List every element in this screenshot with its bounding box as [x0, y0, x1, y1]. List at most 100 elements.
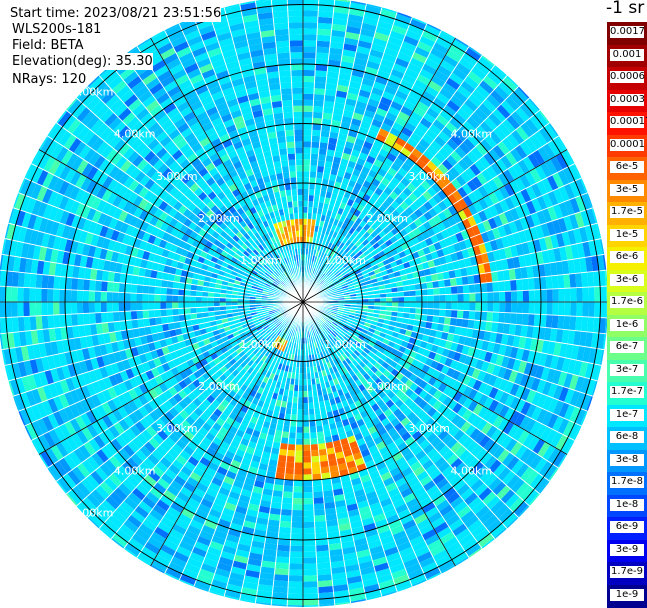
- range-gate-cell: [44, 508, 60, 525]
- range-gate-cell: [314, 503, 325, 510]
- range-gate-cell: [558, 474, 572, 491]
- range-gate-cell: [563, 477, 578, 494]
- range-gate-cell: [10, 430, 23, 448]
- range-gate-cell: [452, 302, 458, 310]
- range-gate-cell: [296, 433, 303, 439]
- range-gate-cell: [528, 278, 535, 291]
- range-gate-cell: [558, 113, 572, 130]
- range-gate-cell: [303, 34, 317, 40]
- range-gate-cell: [309, 420, 316, 427]
- range-gate-cell: [279, 449, 288, 456]
- range-gate-cell: [139, 580, 157, 593]
- range-gate-cell: [592, 189, 603, 206]
- range-gate-cell: [161, 316, 168, 324]
- range-gate-cell: [498, 312, 505, 323]
- range-gate-cell: [510, 313, 517, 325]
- range-gate-cell: [312, 468, 321, 475]
- range-gate-cell: [303, 468, 312, 474]
- range-gate-cell: [303, 28, 317, 34]
- range-gate-cell: [303, 575, 318, 581]
- range-gate-cell: [303, 599, 319, 605]
- range-gate-cell: [410, 296, 416, 302]
- range-gate-cell: [518, 529, 534, 545]
- range-gate-cell: [457, 285, 464, 294]
- range-gate-cell: [320, 136, 329, 143]
- range-gate-cell: [595, 151, 607, 169]
- range-gate-cell: [309, 177, 316, 184]
- range-gate-cell: [277, 545, 290, 552]
- range-gate-cell: [303, 40, 317, 46]
- range-gate-cell: [313, 100, 324, 107]
- range-gate-cell: [535, 290, 541, 303]
- range-gate-cell: [274, 568, 289, 575]
- range-gate-cell: [310, 165, 317, 172]
- range-gate-cell: [433, 309, 440, 316]
- range-gate-cell: [313, 497, 324, 504]
- range-gate-cell: [553, 302, 559, 315]
- range-gate-cell: [303, 445, 311, 451]
- range-gate-cell: [12, 317, 19, 333]
- range-gate-cell: [178, 308, 185, 315]
- range-gate-cell: [597, 417, 608, 435]
- range-gate-cell: [288, 581, 303, 587]
- range-gate-cell: [317, 574, 332, 581]
- range-gate-cell: [291, 534, 304, 540]
- range-gate-cell: [502, 52, 519, 67]
- range-gate-cell: [303, 183, 309, 189]
- range-gate-cell: [279, 521, 291, 528]
- range-gate-cell: [298, 391, 303, 397]
- range-gate-cell: [433, 288, 440, 295]
- range-gate-cell: [3, 415, 15, 433]
- range-gate-cell: [468, 319, 475, 329]
- range-gate-cell: [290, 420, 297, 427]
- range-gate-cell: [588, 302, 594, 317]
- range-gate-cell: [581, 317, 588, 332]
- range-gate-cell: [303, 462, 312, 468]
- range-gate-cell: [143, 310, 150, 319]
- range-gate-cell: [516, 313, 523, 325]
- range-gate-cell: [385, 0, 403, 2]
- range-gate-cell: [303, 76, 315, 82]
- range-gate-cell: [499, 291, 505, 302]
- range-gate-cell: [312, 130, 321, 137]
- range-gate-cell: [303, 46, 316, 52]
- range-gate-cell: [431, 9, 449, 22]
- range-gate-cell: [281, 503, 292, 510]
- range-gate-cell: [24, 316, 31, 331]
- range-gate-cell: [145, 570, 162, 583]
- range-gate-cell: [478, 562, 495, 577]
- range-gate-cell: [469, 302, 475, 311]
- range-gate-cell: [313, 112, 323, 119]
- range-gate-cell: [166, 309, 173, 316]
- range-gate-cell: [526, 513, 542, 529]
- range-gate-cell: [125, 572, 143, 586]
- range-gate-cell: [452, 585, 470, 599]
- range-gate-cell: [563, 110, 578, 127]
- range-gate-cell: [155, 310, 162, 318]
- range-gate-cell: [510, 280, 517, 292]
- range-gate-cell: [303, 522, 315, 528]
- range-gate-cell: [557, 494, 572, 511]
- range-gate-cell: [571, 443, 584, 460]
- range-gate-cell: [303, 124, 312, 130]
- range-gate-cell: [311, 142, 320, 149]
- range-gate-cell: [468, 275, 475, 285]
- range-gate-cell: [420, 0, 438, 3]
- range-gate-cell: [469, 311, 476, 320]
- range-gate-cell: [467, 13, 485, 27]
- range-gate-cell: [303, 118, 313, 124]
- range-gate-cell: [537, 501, 552, 518]
- range-gate-cell: [546, 508, 562, 525]
- range-gate-cell: [492, 552, 509, 567]
- range-gate-cell: [184, 308, 190, 315]
- range-gate-cell: [469, 284, 476, 293]
- range-gate-cell: [487, 292, 493, 302]
- range-gate-cell: [294, 462, 303, 468]
- range-gate-cell: [367, 0, 384, 3]
- range-gate-cell: [311, 154, 319, 161]
- range-gate-cell: [29, 477, 44, 494]
- range-gate-cell: [414, 8, 431, 20]
- range-gate-cell: [505, 291, 511, 302]
- range-gate-cell: [168, 601, 186, 607]
